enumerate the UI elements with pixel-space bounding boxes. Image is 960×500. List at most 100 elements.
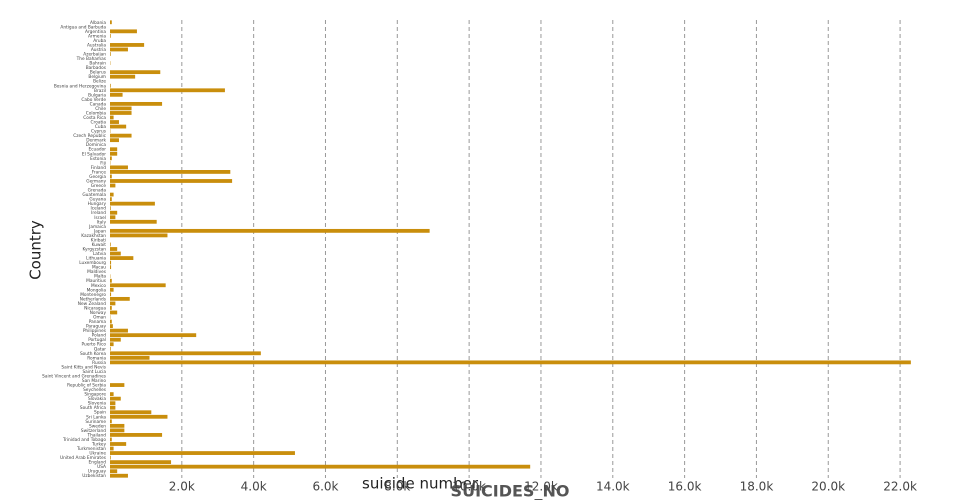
y-tick-label: Macau — [92, 265, 106, 271]
y-tick-label: Hungary — [88, 201, 107, 207]
bar — [110, 346, 111, 351]
y-tick-label: Mongolia — [87, 287, 107, 293]
y-tick-label: Slovakia — [88, 396, 106, 402]
y-tick-label: Canada — [90, 101, 107, 107]
bar — [110, 179, 233, 183]
y-tick-label: Croatia — [91, 120, 107, 126]
y-tick-label: Costa Rica — [83, 115, 106, 121]
bar — [110, 451, 295, 455]
y-tick-label: Dominica — [86, 142, 107, 148]
y-tick-label: Georgia — [89, 174, 106, 180]
bar — [110, 88, 225, 93]
bar — [110, 423, 125, 428]
bar — [110, 455, 111, 460]
y-tick-label: Aruba — [93, 38, 106, 44]
bar — [110, 83, 111, 88]
y-tick-label: Russia — [92, 360, 106, 366]
bar — [110, 464, 531, 469]
y-tick-label: Lithuania — [86, 256, 106, 262]
y-tick-label: Albania — [90, 20, 106, 26]
y-tick-label: Japan — [93, 228, 106, 234]
y-tick-label: Austria — [91, 47, 107, 53]
y-tick-label: Grenada — [88, 188, 107, 194]
bar — [110, 355, 150, 360]
y-tick-label: Jamaica — [88, 224, 106, 230]
bar — [110, 383, 125, 387]
bar — [110, 197, 112, 202]
y-tick-label: New Zealand — [78, 301, 107, 307]
y-tick-label: Paraguay — [86, 324, 107, 330]
bar — [110, 183, 116, 188]
bar — [110, 124, 127, 129]
y-tick-label: Kyrgyzstan — [82, 247, 106, 253]
bar — [110, 287, 114, 292]
y-tick-label: Guyana — [89, 197, 106, 203]
y-tick-label: Mauritius — [86, 278, 107, 284]
bar — [110, 342, 114, 347]
y-axis-title: Country — [27, 220, 45, 280]
y-tick-label: Seychelles — [83, 387, 107, 393]
y-tick-label: Bosnia and Herzegovina — [54, 83, 107, 89]
y-tick-label: Qatar — [94, 346, 106, 352]
bar — [110, 460, 172, 465]
bar — [110, 469, 118, 474]
y-tick-label: Colombia — [86, 110, 107, 116]
bar — [110, 296, 130, 301]
y-tick-label: Latvia — [93, 251, 106, 257]
bar — [110, 170, 231, 174]
bar — [110, 351, 261, 356]
bar — [110, 147, 118, 152]
x-tick-label: 12.0k — [524, 480, 558, 494]
y-tick-label: Belize — [93, 79, 106, 85]
bar — [110, 396, 121, 401]
y-tick-label: San Marino — [82, 378, 106, 384]
y-tick-label: Kuwait — [92, 242, 107, 248]
y-tick-label: Sri Lanka — [86, 414, 106, 420]
y-tick-label: Iceland — [90, 206, 106, 212]
x-tick-label: 8.0k — [384, 480, 410, 494]
bar — [110, 233, 168, 238]
y-tick-label: Montenegro — [80, 292, 106, 298]
y-tick-label: Greece — [91, 183, 107, 189]
bar — [110, 414, 168, 419]
bar — [110, 437, 112, 442]
y-tick-label: Sweden — [89, 423, 106, 429]
x-tick-label: 20.0k — [811, 480, 845, 494]
bar — [110, 446, 114, 451]
y-tick-label: Argentina — [85, 29, 106, 35]
bar — [110, 242, 111, 247]
y-tick-label: Philippines — [83, 328, 107, 334]
bar — [110, 401, 116, 406]
bar — [110, 428, 125, 433]
y-tick-label: Brazil — [94, 88, 106, 94]
y-tick-label: Nicaragua — [84, 305, 106, 311]
bar — [110, 29, 137, 34]
bar — [110, 106, 132, 111]
y-tick-label: Suriname — [85, 419, 106, 425]
y-tick-label: Romania — [87, 355, 106, 361]
y-tick-label: Antigua and Barbuda — [60, 24, 106, 30]
bar — [110, 360, 911, 365]
y-tick-label: Fiji — [100, 160, 106, 166]
y-tick-label: Cabo Verde — [81, 97, 106, 103]
bar — [110, 324, 113, 328]
y-tick-label: Turkey — [91, 441, 106, 447]
x-axis-title: suicide number — [362, 475, 479, 493]
bar — [110, 151, 118, 156]
y-tick-label: England — [89, 460, 107, 466]
bar — [110, 43, 145, 47]
y-tick-label: Guatemala — [82, 192, 106, 198]
y-tick-label: Panama — [89, 319, 107, 325]
bar — [110, 215, 116, 220]
y-tick-label: Puerto Rico — [82, 342, 107, 348]
y-tick-label: France — [92, 169, 107, 175]
y-tick-label: Luxembourg — [79, 260, 106, 266]
x-tick-label: 18.0k — [740, 480, 774, 494]
y-tick-label: Denmark — [86, 138, 106, 144]
bar — [110, 337, 121, 342]
bar — [110, 392, 114, 397]
x-tick-label: 10.0k — [452, 480, 486, 494]
bar — [110, 101, 163, 106]
y-tick-label: Mexico — [91, 283, 106, 289]
